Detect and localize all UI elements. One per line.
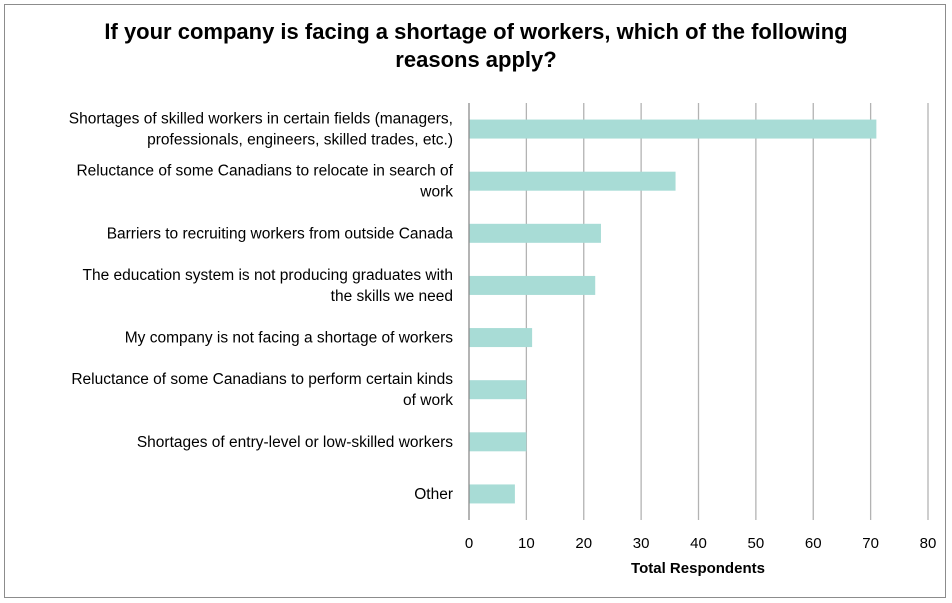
- category-label-line: Shortages of entry-level or low-skilled …: [137, 434, 453, 451]
- gridlines: [525, 103, 929, 520]
- category-label: Other: [414, 486, 453, 503]
- category-label-line: professionals, engineers, skilled trades…: [147, 132, 453, 149]
- x-tick-label: 70: [862, 535, 879, 552]
- category-label-line: My company is not facing a shortage of w…: [125, 330, 453, 347]
- category-label-line: the skills we need: [331, 288, 453, 305]
- x-tick-label: 0: [465, 535, 473, 552]
- category-label: My company is not facing a shortage of w…: [125, 330, 453, 347]
- category-label-line: work: [419, 184, 453, 201]
- bar: [469, 223, 601, 243]
- bars: [469, 119, 877, 504]
- bar: [469, 484, 515, 504]
- category-label-line: Reluctance of some Canadians to relocate…: [76, 163, 453, 180]
- x-tick-label: 50: [748, 535, 765, 552]
- category-label-line: Shortages of skilled workers in certain …: [69, 111, 453, 128]
- category-label-line: The education system is not producing gr…: [83, 267, 454, 284]
- category-labels: Shortages of skilled workers in certain …: [69, 111, 454, 503]
- x-tick-label: 10: [518, 535, 535, 552]
- bar: [469, 171, 676, 191]
- category-label-line: Barriers to recruiting workers from outs…: [107, 225, 454, 242]
- category-label-line: of work: [403, 392, 453, 409]
- category-label: Reluctance of some Canadians to perform …: [71, 371, 453, 409]
- x-tick-labels: 0 10 20 30 40 50 60 70 80: [465, 535, 937, 552]
- category-label: Shortages of entry-level or low-skilled …: [137, 434, 453, 451]
- x-tick-label: 20: [575, 535, 592, 552]
- bar: [469, 119, 877, 139]
- bar: [469, 275, 596, 295]
- x-tick-label: 80: [920, 535, 937, 552]
- category-label-line: Reluctance of some Canadians to perform …: [71, 371, 453, 388]
- category-label: Reluctance of some Canadians to relocate…: [76, 163, 453, 201]
- x-axis-title: Total Respondents: [631, 560, 765, 577]
- category-label: The education system is not producing gr…: [83, 267, 454, 305]
- bar: [469, 328, 533, 348]
- bar: [469, 432, 527, 452]
- x-tick-label: 60: [805, 535, 822, 552]
- category-label: Shortages of skilled workers in certain …: [69, 111, 453, 149]
- category-label-line: Other: [414, 486, 453, 503]
- x-tick-label: 30: [633, 535, 650, 552]
- bar: [469, 380, 527, 400]
- category-label: Barriers to recruiting workers from outs…: [107, 225, 454, 242]
- x-tick-label: 40: [690, 535, 707, 552]
- chart-title: If your company is facing a shortage of …: [104, 19, 848, 72]
